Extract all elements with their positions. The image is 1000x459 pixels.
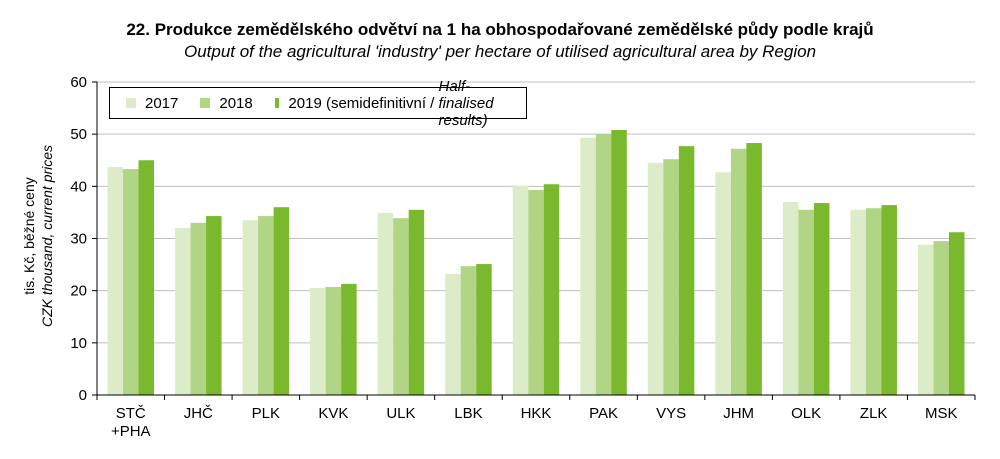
bar-2018-ULK: [393, 218, 409, 395]
legend: 2017 2018 2019 (semidefinitivní / Half-f…: [109, 78, 527, 129]
bar-2018-KVK: [325, 287, 342, 395]
legend-item-2018: 2018: [200, 94, 253, 112]
x-tick-label: PAK: [589, 405, 618, 422]
x-tick-label: PLK: [252, 405, 280, 422]
x-tick-label: ZLK: [860, 405, 888, 422]
bar-2017-KVK: [310, 288, 326, 395]
x-tick-label: MSK: [925, 405, 958, 422]
bar-2017-ULK: [377, 212, 394, 395]
bar-2019-KVK: [341, 283, 357, 395]
y-tick-label: 10: [70, 335, 87, 352]
bar-2019-JHČ: [206, 216, 222, 395]
x-tick-label: OLK: [791, 405, 821, 422]
bar-2019-STČ: [138, 160, 155, 395]
legend-swatch: [274, 98, 280, 108]
bar-2017-VYS: [647, 162, 664, 395]
y-tick-label: 0: [79, 387, 87, 404]
y-tick-label: 40: [70, 178, 87, 195]
bar-2017-STČ: [107, 167, 124, 395]
x-tick-label: STČ: [116, 405, 146, 422]
legend-item-2017: 2017: [126, 95, 178, 112]
bar-2019-ULK: [408, 209, 425, 395]
x-tick-label: KVK: [318, 405, 348, 422]
bar-2018-PLK: [258, 216, 274, 395]
bar-2018-OLK: [798, 209, 814, 395]
x-tick-label: VYS: [656, 405, 686, 422]
bar-2018-PAK: [595, 134, 612, 395]
bar-2017-LBK: [445, 273, 461, 395]
x-tick-label: JHČ: [184, 405, 213, 422]
y-axis-label-cz: tis. Kč, běžné ceny: [21, 177, 37, 295]
x-tick-label: JHM: [723, 405, 754, 422]
x-tick-label: +PHA: [111, 423, 151, 440]
chart-title: 22. Produkce zemědělského odvětví na 1 h…: [126, 20, 874, 39]
y-tick-label: 30: [70, 231, 87, 248]
chart-subtitle: Output of the agricultural 'industry' pe…: [183, 42, 817, 61]
y-axis-label-en: CZK thousand, current prices: [39, 144, 55, 328]
bar-2019-OLK: [813, 203, 830, 395]
bar-2018-JHČ: [190, 222, 207, 395]
legend-swatch: [126, 98, 136, 108]
bar-2019-PLK: [273, 207, 290, 395]
legend-swatch: [200, 98, 211, 108]
legend-label: 2018: [219, 94, 253, 112]
y-tick-label: 20: [70, 283, 87, 300]
legend-label: 2019 (semidefinitivní /: [288, 94, 439, 112]
bar-2017-HKK: [512, 185, 529, 395]
bar-2017-JHM: [715, 172, 731, 395]
bar-2019-MSK: [948, 232, 965, 395]
bar-2018-JHM: [730, 148, 747, 395]
bar-2018-VYS: [663, 159, 679, 395]
bar-2018-LBK: [460, 266, 477, 395]
bar-2019-JHM: [746, 143, 762, 395]
bar-2017-OLK: [782, 201, 799, 395]
bar-2019-HKK: [543, 184, 560, 395]
x-tick-label: HKK: [521, 405, 552, 422]
bar-2019-LBK: [476, 264, 492, 395]
bar-2019-ZLK: [881, 205, 897, 395]
bar-2019-VYS: [678, 146, 695, 395]
bar-2017-ZLK: [850, 209, 866, 395]
bar-2017-MSK: [917, 244, 934, 395]
legend-label: 2017: [145, 94, 179, 112]
bar-2018-MSK: [933, 241, 949, 395]
y-axis-label: tis. Kč, běžné ceny CZK thousand, curren…: [20, 86, 56, 386]
bar-2018-ZLK: [865, 208, 882, 395]
y-tick-label: 50: [70, 126, 87, 143]
y-tick-label: 60: [70, 74, 87, 91]
legend-item-2019: 2019 (semidefinitivní / Half-finalised r…: [274, 77, 504, 129]
bar-2019-PAK: [611, 129, 627, 395]
x-tick-label: LBK: [454, 405, 482, 422]
legend-label-en: Half-finalised results): [438, 77, 494, 129]
bar-2018-STČ: [123, 169, 139, 395]
bar-2017-PAK: [580, 137, 596, 395]
bar-2018-HKK: [528, 189, 544, 395]
bar-2017-JHČ: [175, 228, 191, 395]
bar-2017-PLK: [242, 220, 259, 395]
x-tick-label: ULK: [386, 405, 415, 422]
